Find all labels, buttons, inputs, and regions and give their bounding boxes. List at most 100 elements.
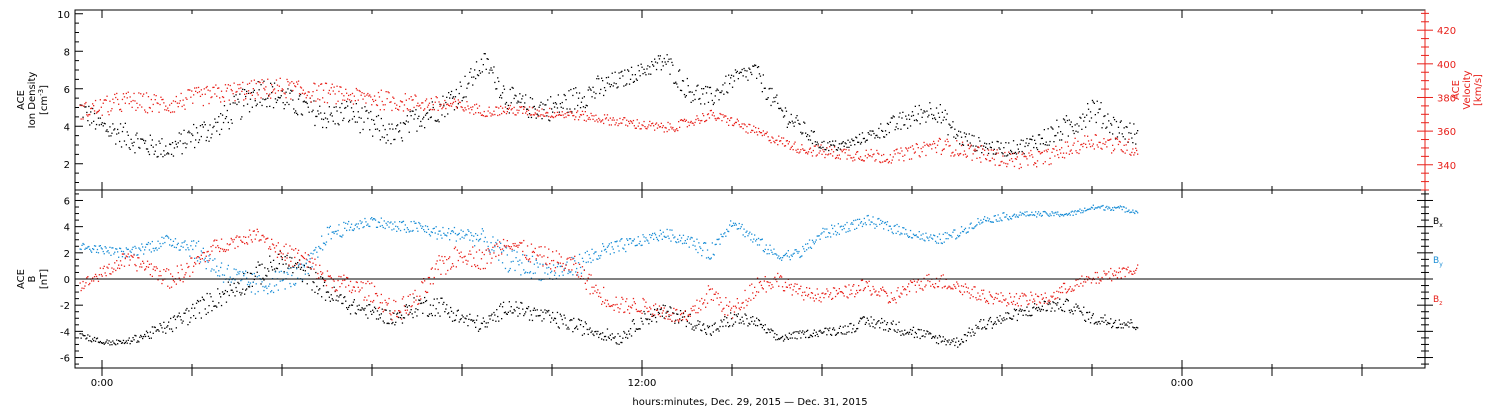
ion-density-point — [1073, 132, 1075, 135]
velocity-point — [486, 115, 488, 117]
bz-point — [208, 259, 210, 262]
bz-point — [267, 237, 269, 239]
by-point — [407, 228, 409, 231]
bx-point — [782, 340, 785, 342]
bx-point — [110, 341, 112, 343]
bx-point — [321, 296, 323, 298]
bx-point — [1058, 308, 1060, 310]
ion-density-point — [290, 89, 292, 91]
by-point — [287, 273, 289, 275]
bx-point — [978, 327, 980, 330]
velocity-point — [807, 151, 810, 153]
ion-density-point — [757, 66, 760, 68]
velocity-point — [297, 80, 300, 82]
bx-point — [1055, 302, 1057, 305]
bx-point — [363, 309, 365, 311]
by-point — [744, 236, 746, 238]
velocity-point — [1004, 151, 1006, 154]
ion-density-point — [856, 137, 858, 139]
ion-density-point — [1051, 127, 1053, 129]
by-point — [1119, 205, 1121, 207]
velocity-point — [988, 160, 991, 162]
by-point — [982, 221, 984, 223]
bx-point — [325, 291, 328, 293]
bx-point — [1107, 321, 1109, 324]
bz-point — [144, 268, 147, 270]
velocity-point — [860, 159, 863, 161]
ion-density-point — [599, 92, 601, 95]
bz-point — [211, 250, 213, 252]
velocity-point — [1094, 134, 1096, 136]
bx-point — [216, 306, 218, 308]
ion-density-point — [417, 117, 419, 120]
bz-point — [407, 295, 409, 297]
ion-density-point — [247, 92, 250, 94]
bx-point — [939, 336, 941, 338]
by-point — [797, 252, 799, 254]
ion-density-point — [489, 69, 491, 71]
by-point — [910, 237, 913, 239]
by-point — [374, 219, 377, 221]
ion-density-point — [885, 134, 888, 136]
bx-point — [526, 307, 528, 309]
ion-density-point — [922, 112, 924, 114]
by-point — [322, 249, 324, 251]
bx-point — [144, 333, 146, 336]
velocity-point — [287, 81, 289, 83]
by-point — [441, 237, 443, 239]
by-point — [793, 252, 795, 254]
velocity-point — [290, 98, 292, 100]
bz-point — [237, 245, 239, 248]
ion-density-point — [702, 93, 704, 95]
velocity-point — [556, 111, 559, 113]
bx-point — [1080, 310, 1082, 312]
velocity-point — [615, 122, 617, 124]
velocity-point — [146, 112, 149, 114]
bz-point — [182, 281, 184, 283]
bx-point — [806, 330, 808, 332]
bz-point — [475, 251, 478, 253]
bx-point — [551, 317, 553, 319]
bz-point — [609, 305, 611, 308]
ion-density-point — [991, 141, 993, 143]
bx-point — [1021, 309, 1023, 311]
bz-point — [139, 266, 141, 268]
ion-density-point — [748, 67, 750, 69]
by-point — [528, 272, 531, 274]
by-point — [398, 228, 400, 230]
velocity-point — [994, 164, 996, 166]
bx-point — [335, 299, 337, 301]
velocity-point — [1078, 152, 1080, 155]
ion-density-point — [535, 117, 537, 119]
bx-point — [845, 333, 847, 335]
by-point — [847, 230, 849, 233]
by-point — [434, 232, 436, 234]
bz-point — [614, 304, 616, 306]
bx-point — [1077, 305, 1079, 307]
by-point — [539, 263, 541, 265]
bx-point — [676, 313, 678, 315]
ion-density-point — [919, 123, 921, 125]
by-point — [979, 223, 981, 225]
by-point — [387, 221, 389, 223]
velocity-point — [132, 99, 134, 102]
by-point — [297, 277, 299, 279]
bx-point — [461, 314, 463, 316]
velocity-point — [251, 94, 253, 96]
by-point — [1053, 214, 1055, 217]
by-point — [698, 242, 700, 244]
bz-point — [283, 245, 285, 248]
by-point — [164, 241, 166, 244]
by-point — [451, 230, 454, 232]
bx-point — [781, 336, 783, 339]
ion-density-point — [879, 137, 881, 139]
by-point — [444, 234, 446, 236]
bx-point — [960, 338, 963, 341]
bz-point — [374, 293, 377, 295]
bz-point — [286, 257, 288, 259]
bx-point — [779, 338, 781, 340]
by-point — [659, 229, 661, 231]
velocity-point — [908, 158, 911, 160]
ion-density-point — [995, 152, 997, 154]
bx-point — [961, 341, 964, 343]
